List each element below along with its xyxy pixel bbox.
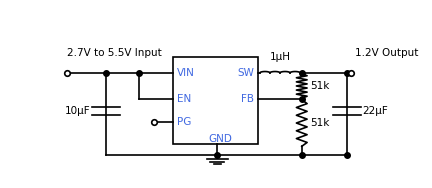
Text: 1.2V Output: 1.2V Output bbox=[355, 49, 419, 58]
Text: 1μH: 1μH bbox=[270, 52, 290, 62]
Text: 51k: 51k bbox=[310, 118, 330, 128]
Text: 2.7V to 5.5V Input: 2.7V to 5.5V Input bbox=[67, 49, 162, 58]
Text: EN: EN bbox=[177, 94, 191, 104]
Text: VIN: VIN bbox=[177, 68, 195, 78]
Text: FB: FB bbox=[241, 94, 254, 104]
Text: PG: PG bbox=[177, 118, 191, 127]
Text: GND: GND bbox=[209, 134, 232, 144]
Text: 10μF: 10μF bbox=[64, 106, 90, 116]
Text: 51k: 51k bbox=[310, 81, 330, 91]
Text: SW: SW bbox=[237, 68, 254, 78]
Text: 22μF: 22μF bbox=[363, 106, 388, 116]
Bar bbox=[173, 57, 258, 144]
